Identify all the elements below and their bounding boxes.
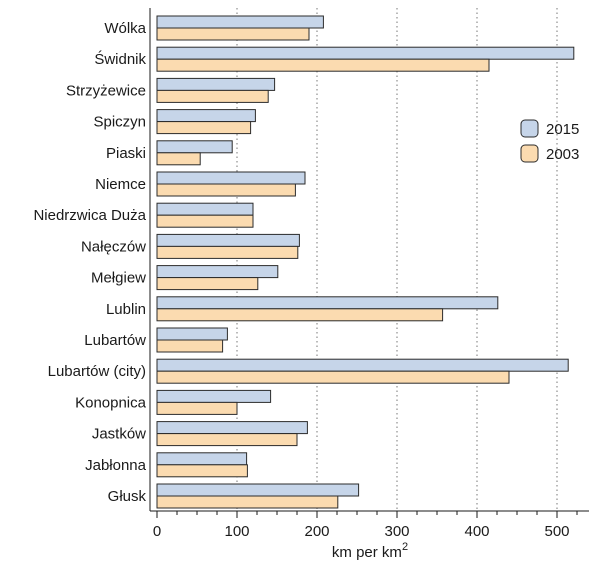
bar-2003 — [156, 401, 238, 415]
bar-2015 — [156, 46, 575, 60]
x-axis: 0 100 200 300 400 500 — [149, 8, 589, 540]
category-label: Niemce — [95, 176, 146, 193]
bar-2015 — [156, 327, 228, 341]
bar-2015 — [156, 77, 276, 91]
legend-label-2003: 2003 — [546, 146, 579, 163]
bar-2003 — [156, 277, 259, 291]
bar-2015 — [156, 452, 248, 466]
bar-2003 — [156, 308, 444, 322]
bar-2003 — [156, 27, 310, 41]
category-label: Jabłonna — [85, 457, 147, 474]
bar-2003 — [156, 464, 248, 478]
bar-2003 — [156, 433, 298, 447]
category-label: Lubartów (city) — [48, 363, 146, 380]
category-label: Jastków — [92, 426, 146, 443]
bar-2003 — [156, 370, 510, 384]
category-label: Niedrzwica Duża — [33, 207, 146, 224]
x-tick-label: 500 — [544, 523, 569, 540]
bar-2015 — [156, 483, 360, 497]
category-label: Mełgiew — [91, 270, 146, 287]
legend-label-2015: 2015 — [546, 121, 579, 138]
bar-2015 — [156, 358, 569, 372]
x-tick-label: 0 — [153, 523, 161, 540]
category-label: Spiczyn — [93, 114, 146, 131]
category-label: Lubartów — [84, 332, 146, 349]
bar-2003 — [156, 58, 490, 72]
category-label: Strzyżewice — [66, 82, 146, 99]
bar-2015 — [156, 389, 272, 403]
bar-2015 — [156, 140, 233, 154]
bar-2003 — [156, 89, 269, 103]
category-label: Piaski — [106, 145, 146, 162]
legend-swatch-2015 — [520, 119, 539, 138]
bar-2003 — [156, 245, 299, 259]
category-label: Głusk — [108, 488, 147, 505]
legend: 2015 2003 — [520, 119, 579, 163]
x-axis-title: km per km2 — [332, 541, 408, 561]
category-label: Świdnik — [94, 50, 146, 68]
category-label: Konopnica — [75, 394, 147, 411]
bars — [156, 15, 575, 509]
bar-2015 — [156, 265, 279, 279]
bar-2015 — [156, 109, 256, 123]
legend-swatch-2003 — [520, 144, 539, 163]
bar-2003 — [156, 495, 339, 509]
bar-2015 — [156, 233, 300, 247]
x-axis-title-main: km per km — [332, 544, 402, 561]
x-tick-label: 300 — [384, 523, 409, 540]
category-labels: Wólka Świdnik Strzyżewice Spiczyn Piaski Niem… — [33, 20, 146, 505]
x-tick-label: 100 — [224, 523, 249, 540]
bar-2003 — [156, 339, 224, 353]
x-axis-title-sup: 2 — [402, 541, 408, 553]
bar-2003 — [156, 183, 296, 197]
bar-2015 — [156, 202, 254, 216]
bar-2015 — [156, 421, 308, 435]
category-label: Nałęczów — [81, 238, 146, 255]
bar-2003 — [156, 214, 254, 228]
bar-2015 — [156, 15, 324, 29]
x-tick-label: 400 — [464, 523, 489, 540]
bar-2015 — [156, 171, 306, 185]
bar-2003 — [156, 121, 252, 135]
bar-2015 — [156, 296, 499, 310]
category-label: Lublin — [106, 301, 146, 318]
category-label: Wólka — [104, 20, 146, 37]
x-tick-label: 200 — [304, 523, 329, 540]
bar-2003 — [156, 152, 201, 166]
